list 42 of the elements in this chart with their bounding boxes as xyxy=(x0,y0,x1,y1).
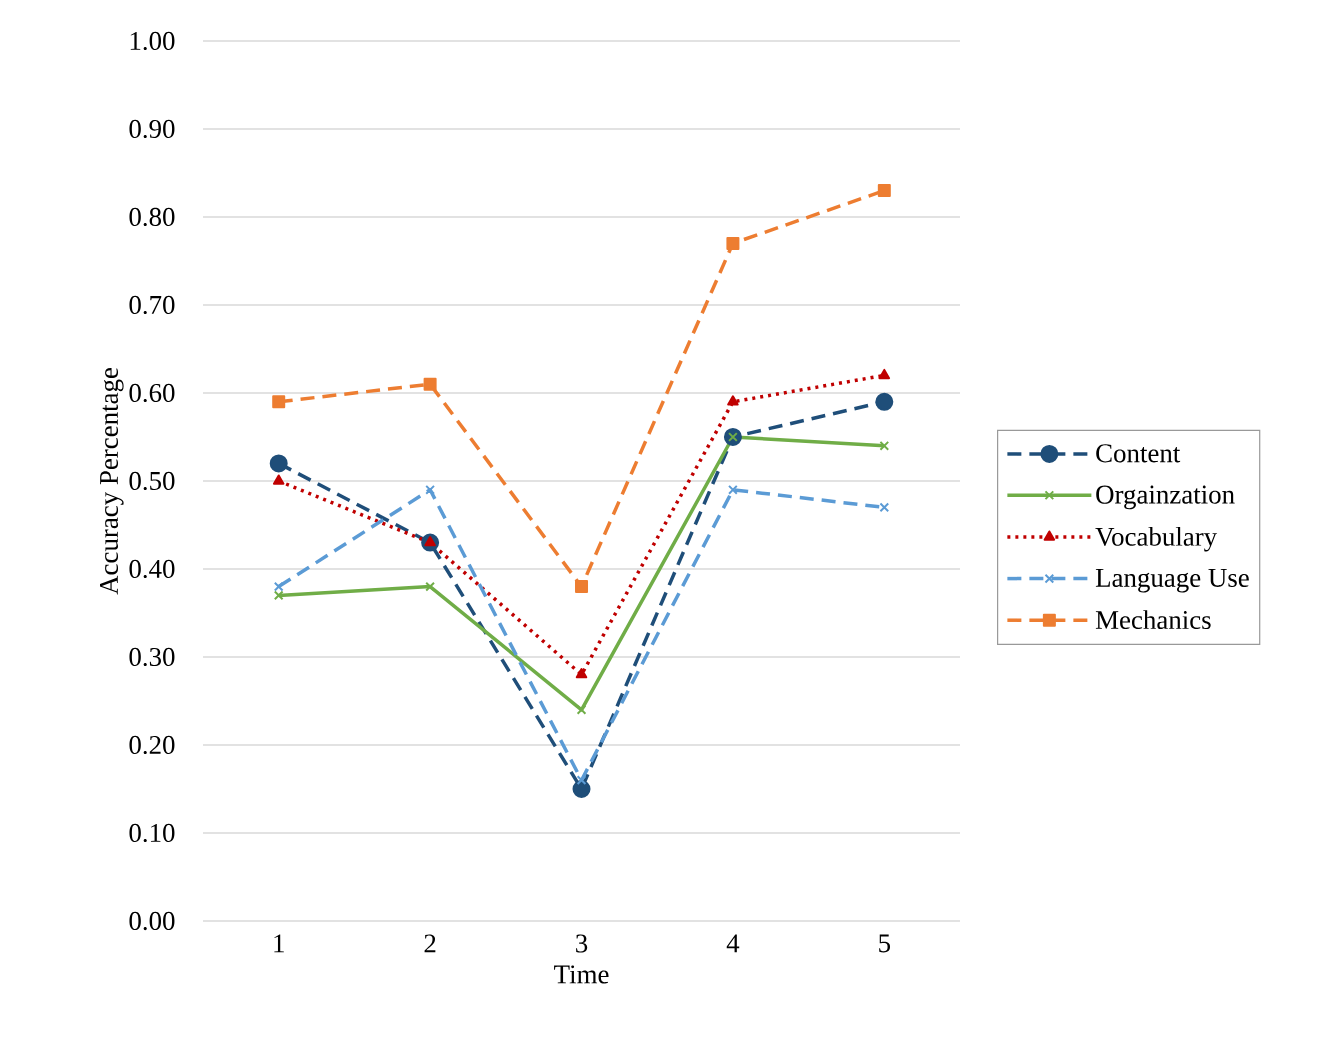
legend-label: Language Use xyxy=(1095,569,1249,593)
x-tick-label: 1 xyxy=(274,934,284,953)
point xyxy=(273,581,284,592)
y-tick-label: 0.20 xyxy=(129,735,175,755)
point xyxy=(728,484,738,495)
y-tick-label: 0.80 xyxy=(129,207,175,227)
x-tick-label: 2 xyxy=(424,934,436,953)
y-tick-label: 0.60 xyxy=(129,383,175,403)
x-tick-label: 5 xyxy=(879,934,890,953)
y-tick-label: 1.00 xyxy=(130,31,175,51)
legend-label: Mechanics xyxy=(1095,610,1211,630)
point xyxy=(272,474,285,485)
point xyxy=(273,590,284,601)
y-tick-label: 0.90 xyxy=(129,119,175,139)
point xyxy=(425,484,435,495)
y-tick-label: 0.70 xyxy=(129,295,175,315)
y-tick-label: 0.30 xyxy=(129,647,175,667)
point xyxy=(877,184,891,198)
legend-label: Content xyxy=(1096,444,1181,463)
y-tick-label: 0.50 xyxy=(129,471,175,491)
point xyxy=(269,454,288,473)
point xyxy=(879,502,890,513)
point xyxy=(878,368,891,380)
legend-label: Orgainzation xyxy=(1096,485,1235,510)
point xyxy=(576,775,587,786)
legend-label: Vocabulary xyxy=(1095,526,1218,552)
point xyxy=(423,377,437,391)
x-tick-label: 4 xyxy=(726,934,740,953)
point xyxy=(879,440,890,451)
point xyxy=(575,580,589,594)
point xyxy=(726,236,740,250)
y-tick-label: 0.00 xyxy=(129,911,175,931)
x-axis-title: Time xyxy=(554,965,609,984)
point xyxy=(272,395,286,409)
x-tick-label: 3 xyxy=(576,934,588,953)
point xyxy=(575,668,588,679)
y-tick-label: 0.40 xyxy=(129,559,175,579)
y-axis-title: Accuracy Percentage xyxy=(100,368,124,595)
point xyxy=(425,581,435,592)
point xyxy=(875,392,894,411)
y-tick-label: 0.10 xyxy=(129,823,175,843)
point xyxy=(727,395,739,406)
